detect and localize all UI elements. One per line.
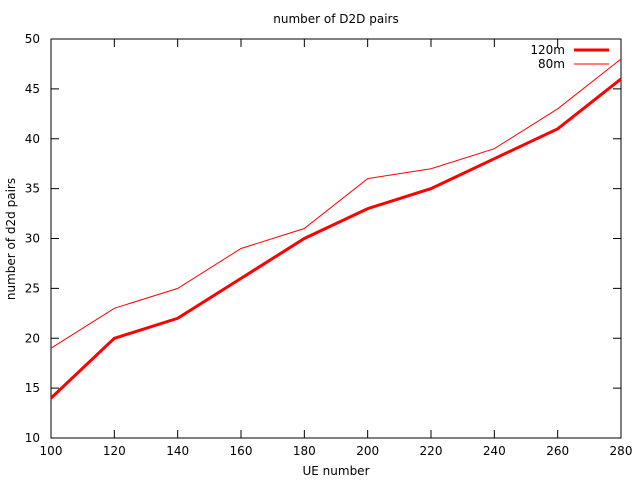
y-tick-label: 15 [25, 381, 40, 395]
x-axis: 100 120 140 160 180 200 220 240 260 280 [40, 39, 633, 458]
x-tick-label: 200 [356, 444, 379, 458]
y-tick-label: 40 [25, 132, 40, 146]
legend-label: 120m [530, 43, 565, 57]
series-line-80m [50, 58, 622, 349]
y-tick-label: 20 [25, 331, 40, 345]
y-tick-label: 35 [25, 182, 40, 196]
y-tick-label: 10 [25, 431, 40, 445]
plot-border [50, 38, 622, 439]
x-tick-label: 180 [293, 444, 316, 458]
x-tick-label: 140 [166, 444, 189, 458]
y-tick-label: 45 [25, 82, 40, 96]
y-tick-label: 25 [25, 281, 40, 295]
x-tick-label: 160 [230, 444, 253, 458]
x-tick-label: 100 [40, 444, 63, 458]
x-tick-label: 220 [420, 444, 443, 458]
x-tick-label: 240 [483, 444, 506, 458]
y-axis: 10 15 20 25 30 35 40 45 50 [25, 32, 621, 445]
x-tick-label: 120 [103, 444, 126, 458]
chart-title: number of D2D pairs [273, 12, 398, 26]
y-tick-label: 30 [25, 232, 40, 246]
x-tick-label: 280 [610, 444, 633, 458]
y-axis-label: number of d2d pairs [4, 178, 18, 300]
x-axis-label: UE number [302, 464, 369, 478]
x-tick-label: 260 [546, 444, 569, 458]
series-lines [49, 58, 622, 400]
series-line-120m [49, 77, 622, 400]
y-tick-label: 50 [25, 32, 40, 46]
legend-label: 80m [538, 57, 565, 71]
